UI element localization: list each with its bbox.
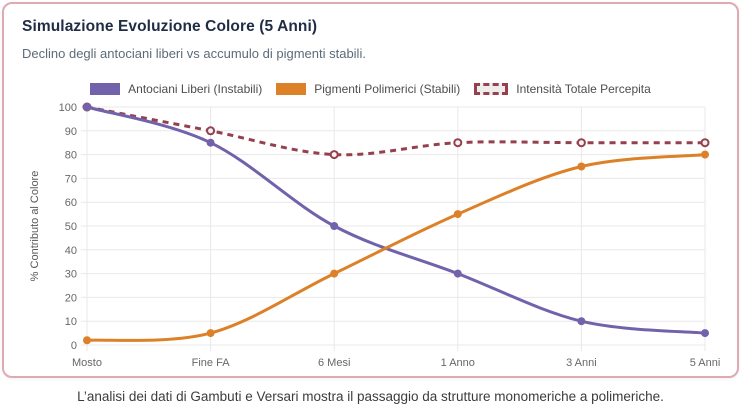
- y-tick-label: 80: [65, 150, 77, 162]
- legend-swatch: [474, 83, 509, 95]
- y-tick-label: 0: [71, 340, 77, 352]
- legend-item-0[interactable]: Antociani Liberi (Instabili): [90, 82, 262, 96]
- series-0: [83, 103, 709, 338]
- y-tick-label: 100: [59, 102, 77, 114]
- line-chart: 0 10 20 30 40 50 60 70 80 90 100 Mosto Fine FA 6 Mesi…: [29, 102, 721, 369]
- legend-swatch: [276, 83, 307, 95]
- x-tick-label: 3 Anni: [566, 357, 597, 369]
- data-point: [330, 269, 339, 278]
- data-point: [453, 138, 463, 148]
- y-tick-label: 20: [65, 292, 77, 304]
- data-point: [206, 138, 215, 147]
- legend-item-1[interactable]: Pigmenti Polimerici (Stabili): [276, 82, 460, 96]
- x-tick-label: 1 Anno: [441, 357, 475, 369]
- data-point: [453, 269, 462, 278]
- series-1: [83, 150, 709, 345]
- data-point: [577, 317, 586, 326]
- y-axis-title: % Contributo al Colore: [29, 171, 41, 282]
- data-point: [206, 329, 215, 338]
- legend-label: Antociani Liberi (Instabili): [128, 82, 263, 96]
- y-tick-label: 60: [65, 197, 77, 209]
- legend-label: Pigmenti Polimerici (Stabili): [314, 82, 461, 96]
- data-point: [206, 126, 216, 136]
- chart-card: Simulazione Evoluzione Colore (5 Anni) D…: [2, 2, 739, 378]
- data-point: [83, 336, 91, 345]
- series-line: [86, 105, 705, 157]
- y-tick-label: 90: [65, 126, 77, 138]
- data-point: [577, 162, 586, 171]
- data-point: [576, 138, 586, 148]
- chart-legend: Antociani Liberi (Instabili) Pigmenti Pol…: [4, 82, 737, 96]
- y-tick-label: 70: [65, 173, 77, 185]
- data-point: [701, 329, 709, 338]
- x-tick-label: Mosto: [72, 357, 102, 369]
- y-tick-label: 50: [65, 221, 77, 233]
- series-line: [86, 105, 706, 335]
- legend-item-2[interactable]: Intensità Totale Percepita: [474, 82, 651, 96]
- x-tick-label: 5 Anni: [690, 357, 721, 369]
- data-point: [329, 150, 339, 160]
- y-tick-label: 40: [65, 245, 77, 257]
- caption: L’analisi dei dati di Gambuti e Versari …: [77, 389, 664, 404]
- series-line: [86, 153, 706, 342]
- y-tick-label: 30: [65, 269, 77, 281]
- legend-label: Intensità Totale Percepita: [516, 82, 651, 96]
- x-tick-label: Fine FA: [192, 357, 231, 369]
- data-point: [700, 138, 710, 148]
- chart-title: Simulazione Evoluzione Colore (5 Anni): [22, 18, 318, 35]
- chart-subtitle: Declino degli antociani liberi vs accumu…: [22, 46, 366, 61]
- data-point: [701, 150, 709, 159]
- axis-tick-labels: 0 10 20 30 40 50 60 70 80 90 100 Mosto Fine FA 6 Mesi…: [59, 102, 721, 369]
- data-point: [330, 222, 339, 230]
- data-point: [453, 210, 462, 219]
- data-point: [83, 103, 91, 111]
- legend-swatch: [90, 83, 121, 95]
- y-tick-label: 10: [65, 316, 77, 328]
- x-tick-label: 6 Mesi: [318, 357, 350, 369]
